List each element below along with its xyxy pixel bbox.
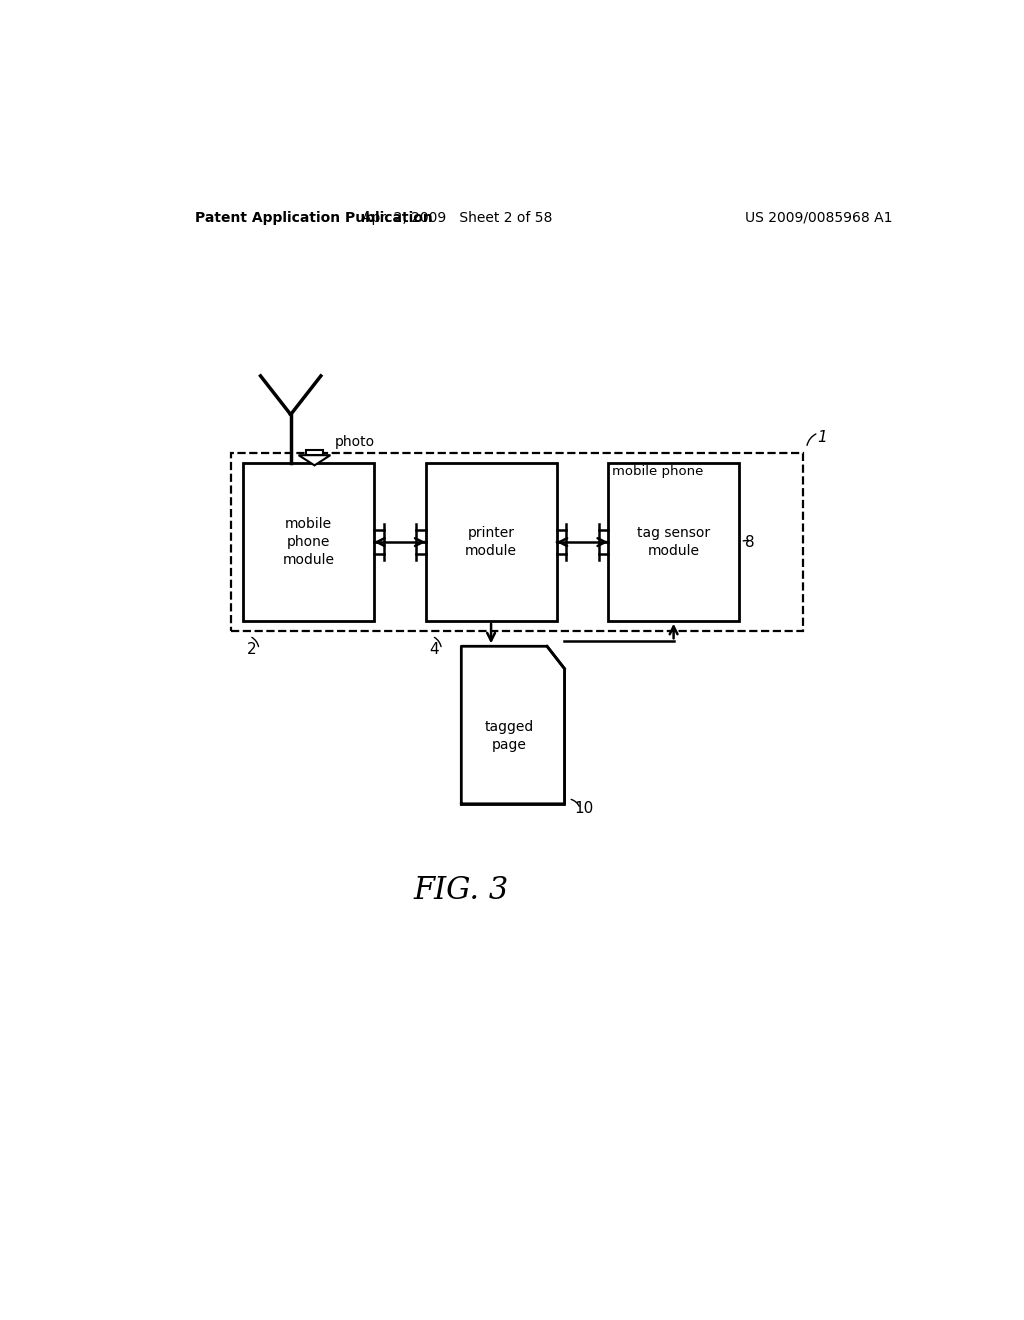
Text: Patent Application Publication: Patent Application Publication [196, 211, 433, 224]
Text: mobile
phone
module: mobile phone module [283, 516, 335, 568]
Text: 8: 8 [745, 535, 755, 549]
Text: printer
module: printer module [465, 525, 517, 558]
Text: mobile phone: mobile phone [612, 466, 703, 478]
Bar [306, 450, 324, 455]
Bar [231, 453, 803, 631]
Polygon shape [299, 455, 331, 466]
Bar [243, 463, 374, 620]
Text: Apr. 2, 2009   Sheet 2 of 58: Apr. 2, 2009 Sheet 2 of 58 [362, 211, 553, 224]
Bar [461, 669, 564, 804]
Text: tag sensor
module: tag sensor module [637, 525, 711, 558]
Text: 1: 1 [817, 430, 826, 445]
Text: tagged
page: tagged page [484, 719, 534, 752]
Text: 10: 10 [574, 801, 593, 816]
Bar [608, 463, 739, 620]
Text: photo: photo [334, 436, 375, 449]
Text: 2: 2 [247, 642, 257, 657]
Text: FIG. 3: FIG. 3 [414, 875, 509, 906]
Polygon shape [461, 647, 564, 804]
Text: US 2009/0085968 A1: US 2009/0085968 A1 [744, 211, 892, 224]
Bar [426, 463, 557, 620]
Text: 4: 4 [430, 642, 439, 657]
